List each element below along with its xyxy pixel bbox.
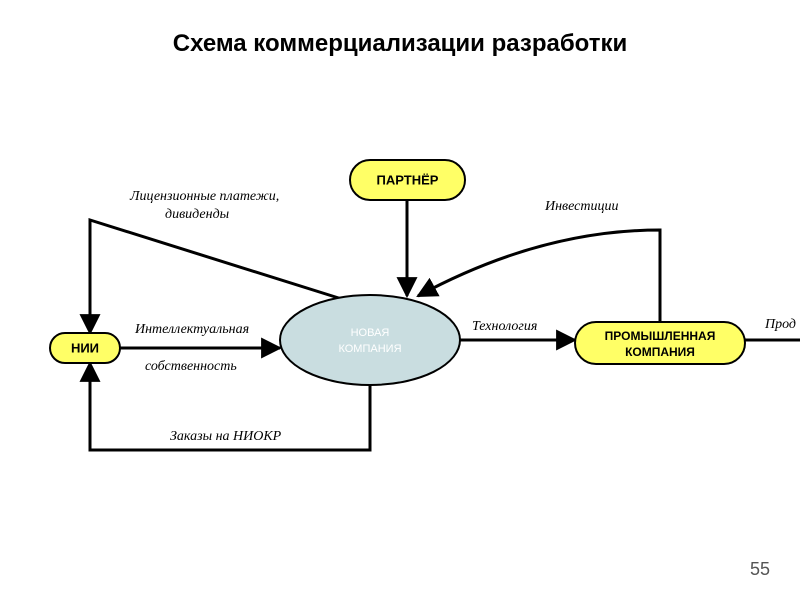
node-industrial: ПРОМЫШЛЕННАЯ КОМПАНИЯ xyxy=(575,322,745,364)
edge-label-tech: Технология xyxy=(472,319,537,334)
svg-text:КОМПАНИЯ: КОМПАНИЯ xyxy=(338,343,401,355)
svg-text:ПРОМЫШЛЕННАЯ: ПРОМЫШЛЕННАЯ xyxy=(605,329,716,343)
edge-label-invest: Инвестиции xyxy=(544,199,619,214)
svg-text:НОВАЯ: НОВАЯ xyxy=(351,327,390,339)
edge-label-prod: Прод xyxy=(764,317,796,332)
svg-text:КОМПАНИЯ: КОМПАНИЯ xyxy=(625,345,695,359)
svg-text:ПАРТНЁР: ПАРТНЁР xyxy=(377,172,439,187)
edge-label-ip1: Интеллектуальная xyxy=(134,322,249,337)
edge-label-orders: Заказы на НИОКР xyxy=(170,429,282,444)
edge-label-ip2: собственность xyxy=(145,359,237,374)
edge-label-license1: Лицензионные платежи, xyxy=(129,189,279,204)
node-new_company: НОВАЯ КОМПАНИЯ xyxy=(280,295,460,385)
node-nii: НИИ xyxy=(50,333,120,363)
edge-label-license2: дивиденды xyxy=(165,207,229,222)
node-partner: ПАРТНЁР xyxy=(350,160,465,200)
edge-invest xyxy=(418,230,660,322)
flowchart-diagram: ПАРТНЁР НИИ НОВАЯ КОМПАНИЯ ПРОМЫШЛЕННАЯ КОМПА… xyxy=(0,0,800,600)
svg-text:НИИ: НИИ xyxy=(71,340,99,355)
